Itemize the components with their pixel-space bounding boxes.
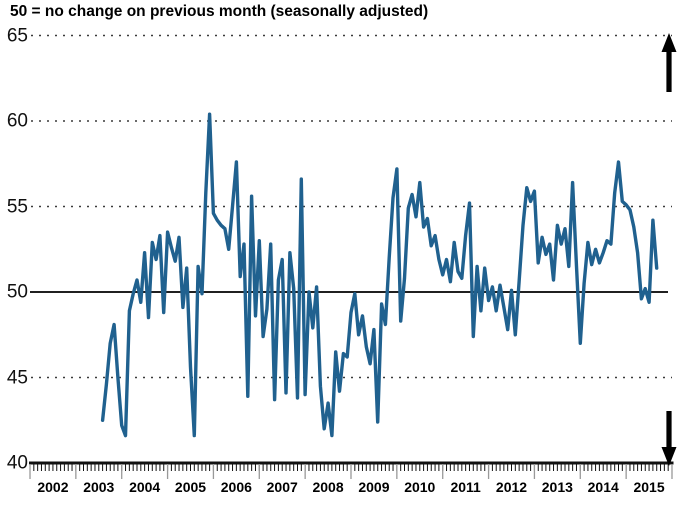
x-axis-label: 2011 xyxy=(450,479,481,495)
y-axis-label: 45 xyxy=(6,367,28,388)
down-arrow-icon xyxy=(661,411,677,466)
x-axis-label: 2014 xyxy=(587,479,619,495)
y-axis-label: 60 xyxy=(6,110,28,132)
x-axis-label: 2006 xyxy=(220,479,252,495)
x-axis-label: 2007 xyxy=(266,479,298,495)
x-axis-label: 2004 xyxy=(129,479,161,495)
x-axis-label: 2009 xyxy=(358,479,390,495)
y-axis-label: 55 xyxy=(6,196,28,217)
x-axis-label: 2008 xyxy=(312,479,344,495)
x-axis-label: 2013 xyxy=(541,479,573,495)
up-arrow-icon xyxy=(661,33,677,92)
x-axis-label: 2012 xyxy=(495,479,528,495)
x-axis-label: 2002 xyxy=(37,479,69,495)
chart-title: 50 = no change on previous month (season… xyxy=(10,3,429,20)
y-axis-label: 65 xyxy=(6,25,28,46)
x-axis-label: 2003 xyxy=(83,479,115,495)
y-axis-label: 50 xyxy=(6,281,28,303)
x-axis-label: 2015 xyxy=(633,479,665,495)
y-axis-label: 40 xyxy=(6,452,28,474)
x-axis-label: 2010 xyxy=(404,479,436,495)
x-axis-label: 2005 xyxy=(174,479,207,495)
data-line xyxy=(100,112,659,438)
